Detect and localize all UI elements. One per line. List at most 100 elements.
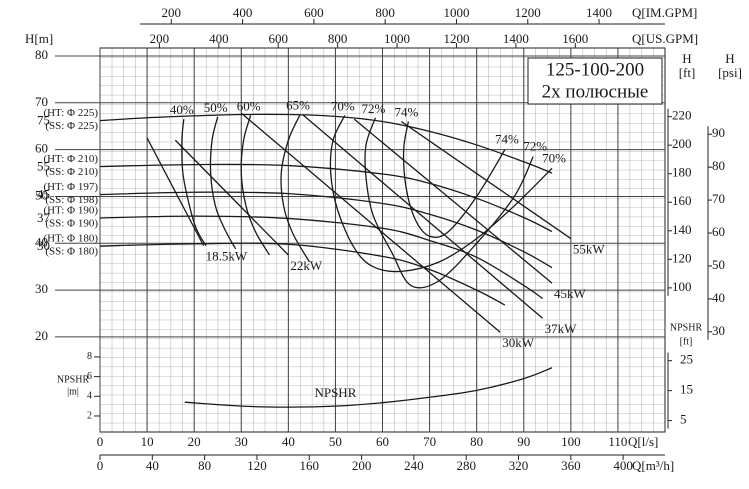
efficiency-label: 72% bbox=[523, 139, 547, 154]
x-tick-label: 110 bbox=[608, 434, 627, 449]
power-curve bbox=[400, 120, 572, 240]
npshr-tick-label: 6 bbox=[87, 371, 92, 382]
axis-tick-label: 800 bbox=[328, 31, 348, 46]
model-title: 125-100-200 bbox=[546, 59, 644, 80]
npshr-axis-unit: |m| bbox=[67, 386, 79, 397]
head-curve bbox=[99, 113, 553, 174]
impeller-tag: (SS: Φ 210) bbox=[45, 166, 98, 178]
impeller-trim: 45 bbox=[37, 187, 50, 202]
x-tick-label: 20 bbox=[188, 434, 201, 449]
y-tick-label: 50 bbox=[35, 187, 48, 202]
npshr-tick-label: 8 bbox=[87, 351, 92, 362]
axis-tick-label: 120 bbox=[247, 458, 267, 473]
axis-label: Q[US.GPM] bbox=[632, 31, 698, 46]
efficiency-curve bbox=[209, 116, 237, 250]
axis-label: NPSHR bbox=[670, 322, 703, 333]
power-curve bbox=[240, 112, 501, 333]
axis-tick-label: 400 bbox=[233, 5, 253, 20]
efficiency-curve bbox=[364, 117, 534, 289]
axis-label: H bbox=[682, 51, 691, 66]
npshr-axis-label: NPSHR bbox=[57, 374, 90, 385]
axis-tick-label: 1000 bbox=[384, 31, 410, 46]
efficiency-label: 70% bbox=[542, 150, 566, 165]
x-tick-label: 50 bbox=[329, 434, 342, 449]
power-label: 45kW bbox=[554, 286, 587, 301]
axis-tick-label: 400 bbox=[209, 31, 229, 46]
power-curve bbox=[146, 137, 205, 246]
head-curve bbox=[99, 191, 553, 269]
axis-tick-label: 25 bbox=[680, 352, 693, 367]
efficiency-curve bbox=[402, 121, 506, 239]
axis-tick-label: 80 bbox=[712, 158, 725, 173]
axis-tick-label: 90 bbox=[712, 125, 725, 140]
head-curve bbox=[99, 242, 506, 306]
axis-label: Q[IM.GPM] bbox=[632, 5, 697, 20]
axis-tick-label: 320 bbox=[509, 458, 529, 473]
impeller-tag: (SS: Φ 198) bbox=[45, 194, 98, 206]
axis-label: [psi] bbox=[718, 65, 742, 80]
impeller-trim: 37 bbox=[37, 210, 51, 225]
axis-tick-label: 40 bbox=[712, 290, 725, 305]
x-tick-label: 0 bbox=[97, 434, 104, 449]
axis-tick-label: 200 bbox=[352, 458, 372, 473]
axis-tick-label: 1400 bbox=[586, 5, 612, 20]
axis-tick-label: 240 bbox=[404, 458, 424, 473]
y-tick-label: 60 bbox=[35, 141, 48, 156]
axis-tick-label: 160 bbox=[300, 458, 320, 473]
x-tick-label: 60 bbox=[376, 434, 389, 449]
layer: 0 10 20 30 40 50 60 70 80 90 100 110203040506070802… bbox=[35, 5, 742, 473]
axis-tick-label: 360 bbox=[561, 458, 581, 473]
efficiency-label: 74% bbox=[495, 132, 519, 147]
axis-tick-label: 180 bbox=[672, 165, 692, 180]
y-tick-label: 20 bbox=[35, 328, 48, 343]
axis-tick-label: 140 bbox=[672, 222, 692, 237]
axis-tick-label: 280 bbox=[456, 458, 476, 473]
axis-tick-label: 200 bbox=[150, 31, 170, 46]
npshr-curve bbox=[184, 367, 553, 408]
axis-tick-label: 600 bbox=[268, 31, 288, 46]
x-tick-label: 40 bbox=[282, 434, 295, 449]
axis-tick-label: 600 bbox=[304, 5, 324, 20]
impeller-tag: (HT: Φ 180) bbox=[43, 233, 98, 245]
power-label: 18.5kW bbox=[206, 249, 248, 264]
power-label: 55kW bbox=[573, 242, 606, 257]
y-axis-label: H[m] bbox=[25, 31, 53, 46]
efficiency-label: 50% bbox=[204, 100, 228, 115]
power-label: 30kW bbox=[502, 335, 535, 350]
axis-tick-label: 0 bbox=[97, 458, 104, 473]
x-tick-label: 70 bbox=[423, 434, 436, 449]
head-curve bbox=[99, 215, 543, 300]
axis-tick-label: 100 bbox=[672, 279, 692, 294]
efficiency-curve bbox=[280, 114, 311, 263]
axis-tick-label: 30 bbox=[712, 323, 725, 338]
x-tick-label: 30 bbox=[235, 434, 248, 449]
impeller-tag: (HT: Φ 197) bbox=[43, 181, 98, 193]
x-axis-label: Q[l/s] bbox=[628, 434, 658, 449]
axis-label: [ft] bbox=[679, 65, 696, 80]
head-curve bbox=[99, 163, 553, 233]
npshr-label: NPSHR bbox=[314, 385, 356, 400]
power-curve bbox=[302, 114, 544, 319]
impeller-tag: (SS: Φ 180) bbox=[45, 246, 98, 258]
impeller-tag: (SS: Φ 225) bbox=[45, 120, 98, 132]
npshr-tick-label: 2 bbox=[87, 410, 92, 421]
power-curve bbox=[353, 118, 553, 284]
efficiency-curve bbox=[181, 119, 207, 246]
y-tick-label: 40 bbox=[35, 234, 48, 249]
axis-tick-label: 400 bbox=[613, 458, 633, 473]
axis-tick-label: 1200 bbox=[515, 5, 541, 20]
impeller-tag: (HT: Φ 225) bbox=[43, 107, 98, 119]
axis-tick-label: 220 bbox=[672, 108, 692, 123]
axis-tick-label: 80 bbox=[198, 458, 211, 473]
impeller-trim: 30 bbox=[37, 238, 50, 253]
axis-tick-label: 40 bbox=[146, 458, 159, 473]
axis-tick-label: 60 bbox=[712, 224, 725, 239]
axis-tick-label: 1400 bbox=[503, 31, 529, 46]
efficiency-label: 65% bbox=[286, 97, 310, 112]
x-tick-label: 80 bbox=[470, 434, 483, 449]
axis-tick-label: 1000 bbox=[443, 5, 469, 20]
axis-tick-label: 800 bbox=[375, 5, 395, 20]
x-tick-label: 100 bbox=[561, 434, 581, 449]
y-tick-label: 80 bbox=[35, 47, 48, 62]
axis-tick-label: 5 bbox=[680, 412, 687, 427]
